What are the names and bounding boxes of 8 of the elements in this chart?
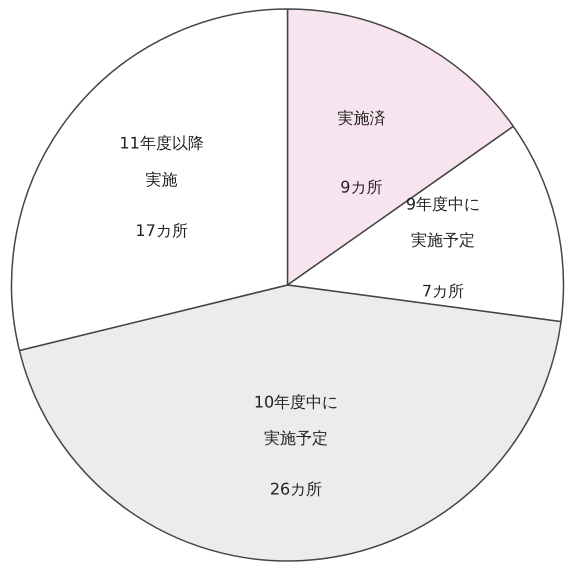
slice-label: 11年度以降実施: [119, 134, 204, 189]
data-label: 26カ所: [270, 480, 322, 499]
data-label: 7カ所: [422, 282, 464, 301]
data-label: 17カ所: [135, 220, 188, 240]
slice-label: 9年度中に実施予定: [406, 194, 480, 250]
slice-label: 実施済: [337, 108, 386, 128]
data-label: 9カ所: [340, 178, 382, 197]
slice-label: 10年度中に実施予定: [254, 392, 338, 448]
